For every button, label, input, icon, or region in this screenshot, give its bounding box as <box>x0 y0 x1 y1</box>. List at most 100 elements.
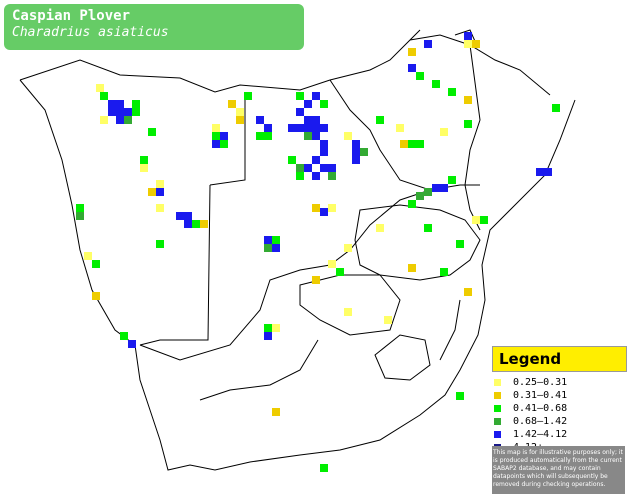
record-cell <box>432 184 440 192</box>
record-cell <box>456 240 464 248</box>
border <box>329 79 480 191</box>
record-cell <box>116 108 124 116</box>
record-cell <box>92 292 100 300</box>
record-cell <box>92 260 100 268</box>
record-cell <box>352 148 360 156</box>
record-cell <box>108 108 116 116</box>
record-cell <box>116 100 124 108</box>
record-cell <box>416 192 424 200</box>
record-cell <box>464 32 472 40</box>
record-cell <box>408 140 416 148</box>
record-cell <box>312 124 320 132</box>
legend-swatch <box>494 379 501 386</box>
record-cell <box>148 128 156 136</box>
record-cell <box>192 220 200 228</box>
legend-swatch <box>494 418 501 425</box>
record-cell <box>320 164 328 172</box>
legend-title: Legend <box>499 350 562 368</box>
record-cell <box>328 260 336 268</box>
record-cell <box>264 132 272 140</box>
record-cell <box>384 316 392 324</box>
record-cell <box>312 172 320 180</box>
border <box>439 299 461 361</box>
record-cell <box>328 164 336 172</box>
legend-item: 0.41–0.68 <box>494 402 627 415</box>
record-cell <box>156 180 164 188</box>
border <box>354 204 481 281</box>
record-cell <box>440 184 448 192</box>
record-cell <box>472 40 480 48</box>
legend-label: 0.41–0.68 <box>513 403 568 414</box>
record-cell <box>184 212 192 220</box>
record-cell <box>344 308 352 316</box>
record-cell <box>296 92 304 100</box>
border <box>139 189 431 361</box>
record-cell <box>256 116 264 124</box>
record-cell <box>124 116 132 124</box>
record-cell <box>312 156 320 164</box>
scientific-name: Charadrius asiaticus <box>12 25 169 40</box>
record-cell <box>312 276 320 284</box>
record-cell <box>132 100 140 108</box>
record-cell <box>440 128 448 136</box>
record-cell <box>424 40 432 48</box>
record-cell <box>424 224 432 232</box>
record-cell <box>320 464 328 472</box>
record-cell <box>148 188 156 196</box>
legend-label: 1.42–4.12 <box>513 429 568 440</box>
record-cell <box>220 140 228 148</box>
record-cell <box>344 244 352 252</box>
record-cell <box>480 216 488 224</box>
title-box: Caspian Plover Charadrius asiaticus <box>4 4 304 50</box>
legend-label: 0.68–1.42 <box>513 416 568 427</box>
record-cell <box>296 124 304 132</box>
legend-item: 0.68–1.42 <box>494 415 627 428</box>
record-cell <box>448 176 456 184</box>
record-cell <box>200 220 208 228</box>
record-cell <box>456 392 464 400</box>
record-cell <box>320 148 328 156</box>
legend-item: 0.31–0.41 <box>494 389 627 402</box>
record-cell <box>264 324 272 332</box>
record-cell <box>272 244 280 252</box>
legend-item: 0.25–0.31 <box>494 376 627 389</box>
record-cell <box>408 48 416 56</box>
border <box>409 34 551 96</box>
record-cell <box>120 332 128 340</box>
record-cell <box>408 200 416 208</box>
record-cell <box>84 252 92 260</box>
record-cell <box>448 88 456 96</box>
record-cell <box>128 340 136 348</box>
record-cell <box>320 140 328 148</box>
border <box>19 29 421 93</box>
border <box>464 44 481 231</box>
record-cell <box>320 100 328 108</box>
record-cell <box>100 92 108 100</box>
record-cell <box>304 124 312 132</box>
record-cell <box>176 212 184 220</box>
record-cell <box>212 124 220 132</box>
record-cell <box>328 172 336 180</box>
record-cell <box>272 324 280 332</box>
record-cell <box>396 124 404 132</box>
legend-label: 0.31–0.41 <box>513 390 568 401</box>
record-cell <box>140 164 148 172</box>
record-cell <box>544 168 552 176</box>
border <box>209 95 246 186</box>
record-cell <box>464 96 472 104</box>
record-cell <box>304 116 312 124</box>
legend-swatch <box>494 405 501 412</box>
record-cell <box>256 132 264 140</box>
coastline <box>19 79 576 471</box>
record-cell <box>312 204 320 212</box>
record-cell <box>464 120 472 128</box>
record-cell <box>472 216 480 224</box>
legend-item: 1.42–4.12 <box>494 428 627 441</box>
record-cell <box>236 116 244 124</box>
record-cell <box>416 140 424 148</box>
record-cell <box>304 164 312 172</box>
record-cell <box>304 100 312 108</box>
record-cell <box>296 172 304 180</box>
